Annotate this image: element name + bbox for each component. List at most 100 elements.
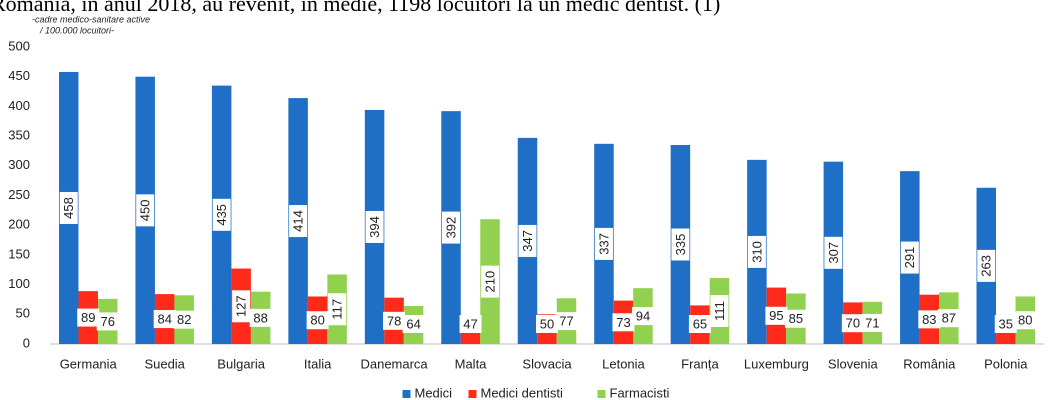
legend-swatch — [402, 390, 411, 398]
data-label-box — [671, 228, 690, 261]
data-label-text: 73 — [616, 315, 630, 330]
legend-label: Farmacisti — [610, 385, 670, 400]
data-label-box — [536, 315, 558, 333]
data-label-text: 263 — [979, 255, 994, 277]
x-tick-label: Luxemburg — [744, 356, 809, 371]
data-label: 78 — [383, 311, 406, 330]
data-label-box — [232, 290, 251, 323]
data-label: 307 — [824, 236, 843, 269]
data-label-box — [289, 205, 308, 238]
data-label-text: 88 — [253, 310, 267, 325]
data-label-text: 50 — [540, 316, 554, 331]
data-label: 80 — [306, 311, 329, 330]
data-label-box — [481, 265, 500, 298]
data-label-text: 210 — [482, 271, 497, 293]
data-label-box — [383, 311, 406, 330]
data-label: 210 — [481, 265, 500, 298]
data-label-text: 94 — [636, 309, 650, 324]
data-label-text: 307 — [826, 242, 841, 264]
data-label: 76 — [96, 312, 119, 331]
y-tick-label: 300 — [8, 157, 30, 172]
data-label: 83 — [918, 310, 941, 329]
data-label-box — [765, 306, 788, 325]
data-label-text: 89 — [81, 310, 95, 325]
data-label-text: 82 — [177, 312, 191, 327]
x-tick-label: Letonia — [602, 356, 645, 371]
data-label-text: 111 — [712, 301, 727, 321]
y-tick-label: 150 — [8, 246, 30, 261]
data-label-box — [1014, 311, 1037, 330]
data-label-box — [555, 312, 578, 331]
data-label: 310 — [747, 235, 766, 268]
data-label: 89 — [77, 308, 100, 327]
data-label-text: 77 — [559, 314, 573, 329]
data-label: 347 — [518, 224, 537, 257]
data-label-text: 35 — [999, 316, 1013, 331]
data-label-text: 310 — [749, 241, 764, 263]
data-label-text: 127 — [234, 295, 249, 317]
caption: România, în anul 2018, au revenit, în me… — [0, 0, 720, 16]
data-label-box — [977, 249, 996, 282]
data-label: 71 — [861, 313, 884, 332]
data-label-box — [688, 315, 711, 333]
data-label: 117 — [328, 293, 347, 326]
data-label-box — [937, 309, 960, 328]
data-label: 35 — [994, 315, 1017, 333]
data-label-text: 394 — [367, 216, 382, 238]
data-label: 94 — [631, 307, 654, 326]
data-label-box — [442, 211, 461, 244]
data-label: 77 — [555, 312, 578, 331]
data-label: 95 — [765, 306, 788, 325]
y-axis-label: -cadre medico-sanitare active — [32, 14, 150, 24]
data-label: 414 — [289, 205, 308, 238]
x-tick-label: Franța — [681, 356, 719, 371]
data-label-box — [77, 308, 100, 327]
data-label-box — [249, 308, 272, 327]
y-tick-label: 200 — [8, 217, 30, 232]
data-label-box — [784, 309, 807, 328]
x-tick-label: Slovenia — [828, 356, 879, 371]
data-label: 70 — [841, 314, 864, 333]
data-label-text: 117 — [330, 299, 345, 320]
data-label-text: 80 — [310, 313, 324, 328]
data-label-text: 71 — [865, 315, 879, 330]
data-label-box — [328, 293, 347, 326]
data-label-box — [900, 241, 919, 274]
data-label-box — [841, 314, 864, 333]
y-tick-label: 100 — [8, 276, 30, 291]
legend-label: Medici — [415, 385, 453, 400]
data-label: 65 — [688, 315, 711, 333]
data-label-text: 80 — [1018, 313, 1032, 328]
data-label: 435 — [212, 198, 231, 231]
x-tick-label: Germania — [60, 356, 118, 371]
x-tick-label: Suedia — [144, 356, 185, 371]
data-label: 111 — [710, 295, 729, 328]
data-label: 263 — [977, 249, 996, 282]
data-label: 50 — [536, 315, 558, 333]
data-label-box — [747, 235, 766, 268]
data-label-text: 337 — [596, 233, 611, 255]
y-axis-label: / 100.000 locuitori- — [39, 25, 114, 35]
x-tick-label: Danemarca — [360, 356, 428, 371]
data-label-box — [59, 191, 78, 224]
data-label: 64 — [402, 315, 425, 333]
y-tick-label: 400 — [8, 98, 30, 113]
x-tick-label: Bulgaria — [217, 356, 265, 371]
data-label-text: 392 — [443, 217, 458, 239]
data-label-box — [612, 313, 635, 332]
data-label: 82 — [173, 310, 196, 329]
data-label-box — [861, 313, 884, 332]
data-label-text: 78 — [387, 313, 401, 328]
data-label: 88 — [249, 308, 272, 327]
x-tick-label: Polonia — [984, 356, 1028, 371]
data-label: 47 — [459, 315, 482, 333]
data-label-box — [136, 194, 155, 227]
data-label-box — [96, 312, 119, 331]
data-label-box — [402, 315, 425, 333]
data-label-text: 70 — [846, 316, 860, 331]
data-label-text: 458 — [61, 197, 76, 219]
data-label-box — [173, 310, 196, 329]
y-tick-label: 0 — [23, 335, 30, 350]
data-label: 73 — [612, 313, 635, 332]
